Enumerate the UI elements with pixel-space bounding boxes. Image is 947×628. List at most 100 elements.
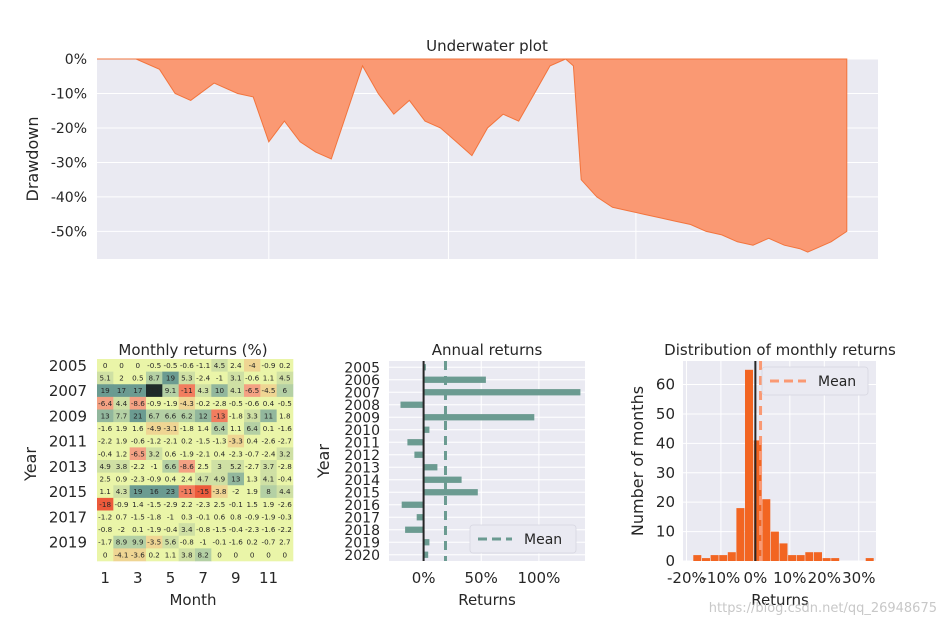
heatmap-cell	[162, 434, 179, 448]
heatmap-cell	[113, 472, 130, 486]
heatmap-cell-label: 1.6	[132, 424, 144, 433]
heatmap-xtick-label: 7	[198, 569, 208, 587]
heatmap-cell	[227, 485, 245, 499]
underwater-ytick-label: -40%	[51, 190, 87, 206]
heatmap-cell	[129, 510, 147, 524]
distribution-bar	[702, 558, 710, 561]
heatmap-cell-label: 9.1	[165, 386, 176, 395]
heatmap-xtick-label: 1	[100, 569, 110, 587]
heatmap-cell	[129, 434, 147, 448]
heatmap-cell-label: -1.8	[229, 411, 243, 420]
annual-return-bar	[423, 551, 429, 558]
heatmap-cell	[227, 523, 245, 537]
heatmap-cell-label: -2.7	[245, 462, 259, 471]
annual-return-bar	[423, 476, 462, 483]
heatmap-cell-label: -0.1	[196, 512, 210, 521]
heatmap-cell	[211, 384, 228, 398]
annual-returns-ytick-label: 2010	[344, 423, 380, 439]
heatmap-cell	[260, 447, 277, 461]
heatmap-cell	[244, 371, 261, 385]
heatmap-cell	[244, 409, 261, 423]
distribution-xtick-label: -10%	[702, 569, 741, 587]
heatmap-cell-label: -1.2	[147, 437, 161, 446]
heatmap-cell	[211, 535, 228, 549]
heatmap-cell-label: -3.5	[147, 538, 161, 547]
distribution-ytick-label: 50	[656, 405, 675, 423]
heatmap-cell-label: 3.4	[181, 525, 193, 534]
annual-returns-ytick-label: 2016	[344, 498, 380, 514]
heatmap-cell-label: -2.1	[196, 449, 210, 458]
heatmap-cell	[227, 510, 245, 524]
heatmap-cell-label: 2	[119, 374, 124, 383]
heatmap-cell	[178, 485, 196, 499]
heatmap-cell-label: 17	[117, 386, 126, 395]
heatmap-cell-label: -6.4	[98, 399, 112, 408]
heatmap-cell	[129, 460, 147, 473]
underwater-ytick-label: -10%	[51, 86, 87, 102]
heatmap-cell	[195, 460, 212, 473]
distribution-ytick-label: 0	[665, 552, 675, 570]
heatmap-cell-label: 0	[217, 550, 222, 559]
heatmap-cell-label: -2	[232, 487, 239, 496]
heatmap-cell-label: -1.5	[212, 525, 226, 534]
heatmap-cell-label: -1.9	[180, 449, 194, 458]
heatmap-cell	[146, 384, 163, 398]
heatmap-cell	[178, 434, 196, 448]
heatmap-cell-label: 1.2	[116, 449, 127, 458]
heatmap-cell	[113, 371, 130, 385]
heatmap-cell	[211, 460, 228, 473]
heatmap-ytick-label: 2009	[49, 407, 87, 425]
heatmap-cell-label: -1.6	[98, 424, 112, 433]
distribution-bar	[745, 369, 753, 561]
heatmap-cell	[195, 434, 212, 448]
annual-returns-ytick-label: 2011	[344, 435, 380, 451]
heatmap-cell	[113, 422, 130, 436]
heatmap-cell	[97, 384, 114, 398]
heatmap-cell	[276, 384, 294, 398]
annual-returns-xtick-label: 100%	[517, 569, 560, 587]
heatmap-cell-label: -2.2	[278, 525, 292, 534]
heatmap-cell	[276, 359, 294, 372]
heatmap-cell	[97, 548, 114, 562]
heatmap-cell-label: 9.9	[132, 538, 144, 547]
heatmap-cell-label: -0.5	[229, 399, 243, 408]
heatmap-cell-label: 1.1	[230, 424, 241, 433]
heatmap-cell	[276, 485, 294, 499]
heatmap-cell-label: -2.2	[131, 462, 145, 471]
heatmap-cell	[178, 422, 196, 436]
heatmap-cell-label: 4.9	[214, 475, 226, 484]
heatmap-cell-label: -0.5	[163, 361, 177, 370]
distribution-bar	[865, 558, 874, 561]
heatmap-cell	[178, 447, 196, 461]
heatmap-cell	[244, 434, 261, 448]
heatmap-cell-label: 0.9	[116, 475, 128, 484]
annual-return-bar	[423, 376, 486, 383]
heatmap-cell-label: 13	[231, 475, 240, 484]
heatmap-cell	[97, 497, 114, 511]
heatmap-cell	[211, 485, 228, 499]
annual-returns-legend-label: Mean	[524, 532, 562, 548]
heatmap-cell-label: -1.9	[147, 525, 161, 534]
heatmap-cell	[195, 485, 212, 499]
annual-returns-xtick-label: 50%	[465, 569, 498, 587]
heatmap-cell	[129, 447, 147, 461]
heatmap-cell	[146, 472, 163, 486]
heatmap-cell-label: 8.9	[116, 538, 128, 547]
underwater-ytick-labels: 0% -10% -20% -30% -40% -50%	[51, 52, 87, 240]
heatmap-cell	[244, 460, 261, 473]
heatmap-cell-label: -8.6	[180, 462, 194, 471]
heatmap-cell	[211, 472, 228, 486]
heatmap-cell-label: -2.4	[196, 374, 210, 383]
monthly-returns-heatmap: 0 0 0 -0.5 -0.5 -0.6 -1.1 4.5 2.4 -4 -0.9 0.25.1 2 0.…	[21, 341, 294, 609]
heatmap-cell	[211, 371, 228, 385]
heatmap-cell-label: 3	[217, 462, 222, 471]
heatmap-cell	[195, 523, 212, 537]
heatmap-cell-label: -0.6	[180, 361, 194, 370]
heatmap-cell-label: -0.4	[163, 525, 177, 534]
heatmap-cell	[260, 422, 277, 436]
heatmap-cell	[195, 548, 212, 562]
distribution-ylabel: Number of months	[628, 386, 647, 536]
heatmap-cell	[97, 447, 114, 461]
heatmap-cell	[146, 548, 163, 562]
heatmap-cell-label: -1.1	[196, 361, 210, 370]
